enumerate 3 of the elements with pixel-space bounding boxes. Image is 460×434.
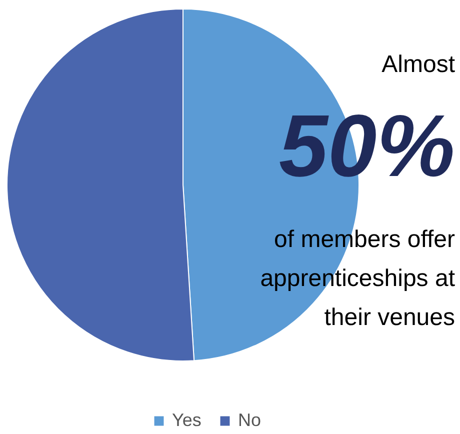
legend-label: Yes (172, 410, 202, 430)
text: Almost (382, 51, 456, 78)
legend-label: No (238, 410, 262, 430)
